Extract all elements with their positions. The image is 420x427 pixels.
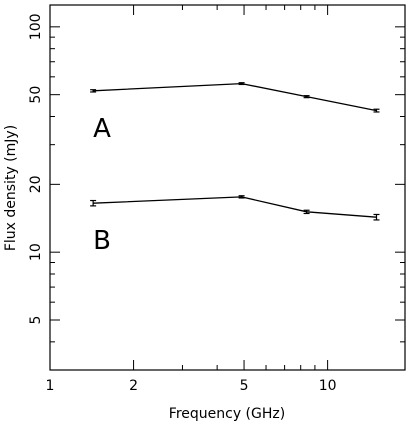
x-tick-label: 1 xyxy=(46,378,55,394)
error-bar xyxy=(238,82,245,86)
error-bar xyxy=(303,95,310,99)
y-axis-ticks: 5 10 20 50 100 xyxy=(28,13,405,371)
series-line xyxy=(93,196,377,218)
y-tick-label: 100 xyxy=(28,13,44,40)
series-b: B xyxy=(90,195,380,256)
error-bar xyxy=(90,199,97,207)
x-tick-label: 2 xyxy=(129,378,138,394)
y-tick-label: 50 xyxy=(28,86,44,104)
plot-frame xyxy=(49,4,406,371)
y-tick-label: 5 xyxy=(28,316,44,325)
y-tick-label: 10 xyxy=(28,243,44,261)
x-tick-label: 5 xyxy=(240,378,249,394)
y-tick-label: 20 xyxy=(28,175,44,193)
data-series: AB xyxy=(90,82,380,256)
y-axis-title: Flux density (mJy) xyxy=(3,125,19,251)
series-label: A xyxy=(93,114,111,144)
x-axis-ticks: 1 2 5 10 xyxy=(46,5,337,394)
error-bar xyxy=(90,89,97,93)
error-bar xyxy=(303,209,310,215)
x-tick-label: 10 xyxy=(319,378,337,394)
series-label: B xyxy=(93,226,111,256)
series-a: A xyxy=(90,82,380,144)
x-axis-title: Frequency (GHz) xyxy=(169,406,285,422)
error-bar xyxy=(373,213,380,221)
series-line xyxy=(93,82,377,112)
error-bar xyxy=(373,108,380,113)
error-bar xyxy=(238,195,245,199)
